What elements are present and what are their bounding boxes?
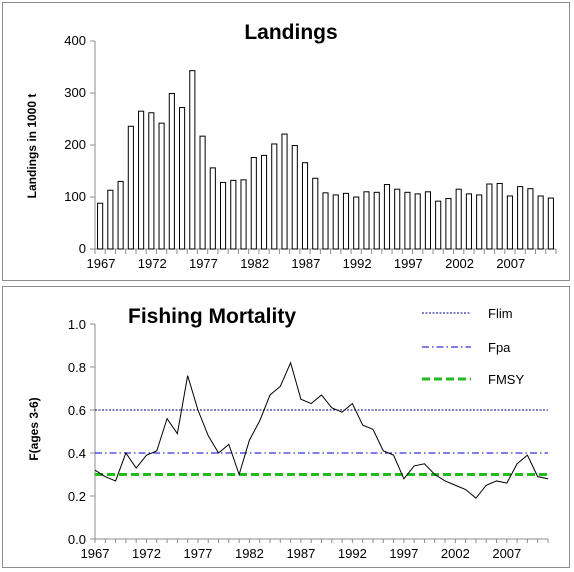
chart-title: Landings <box>244 21 337 44</box>
bar <box>219 181 227 250</box>
bar <box>445 198 452 250</box>
bar <box>394 188 401 250</box>
bar <box>476 194 483 250</box>
bar <box>404 191 411 250</box>
x-tick-label: 2007 <box>492 546 521 561</box>
y-tick-label: 100 <box>64 189 86 204</box>
bar <box>547 197 554 250</box>
y-tick-label: 0.2 <box>68 489 86 504</box>
x-tick-label: 1972 <box>138 256 167 271</box>
bar <box>281 133 288 250</box>
bar <box>189 70 196 250</box>
bar <box>148 112 155 250</box>
bar <box>168 93 175 250</box>
bar <box>199 135 206 250</box>
fishing-mortality-chart: Fishing Mortality F(ages 3-6) 0.0 0.2 0.4 0… <box>27 305 549 561</box>
bar <box>117 180 124 250</box>
y-tick-label: 0 <box>79 241 86 256</box>
bar <box>291 145 298 250</box>
y-tick-label: 0.4 <box>68 446 86 461</box>
x-tick-label: 1982 <box>235 546 264 561</box>
y-tick-label: 0.0 <box>68 532 86 547</box>
bar <box>179 107 186 250</box>
bar <box>240 179 247 250</box>
bar <box>230 179 237 250</box>
bar <box>455 188 462 250</box>
bar <box>301 162 309 250</box>
y-tick-label: 400 <box>64 33 86 48</box>
bar <box>517 186 524 250</box>
bar <box>373 191 380 250</box>
x-tick-label: 2002 <box>441 546 470 561</box>
bar <box>506 195 513 250</box>
y-tick-label: 0.8 <box>68 360 86 375</box>
bar <box>138 110 145 250</box>
x-tick-label: 2002 <box>445 256 474 271</box>
y-tick-label: 1.0 <box>68 317 86 332</box>
bar <box>260 154 268 250</box>
x-tick-label: 1987 <box>286 546 315 561</box>
bar <box>322 192 329 250</box>
x-tick-label: 1992 <box>338 546 367 561</box>
y-axis-label: F(ages 3-6) <box>27 397 41 460</box>
x-tick-label: 1972 <box>132 546 161 561</box>
bar <box>414 193 421 250</box>
bar <box>363 191 370 250</box>
bar <box>486 183 493 250</box>
x-tick-label: 1997 <box>394 256 423 271</box>
y-axis-label: Landings in 1000 t <box>25 94 39 199</box>
x-tick-label: 2007 <box>496 256 525 271</box>
bar <box>537 195 544 250</box>
legend-label: FMSY <box>488 372 524 387</box>
y-tick-label: 200 <box>64 137 86 152</box>
y-tick-label: 0.6 <box>68 403 86 418</box>
chart-title: Fishing Mortality <box>128 305 296 328</box>
bar <box>107 189 114 250</box>
x-tick-label: 1977 <box>189 256 218 271</box>
bar <box>353 196 360 250</box>
bar <box>342 192 350 250</box>
x-tick-label: 1977 <box>183 546 212 561</box>
y-tick-label: 300 <box>64 85 86 100</box>
bar <box>209 167 216 250</box>
bar <box>127 125 134 250</box>
x-tick-label: 1987 <box>291 256 320 271</box>
x-tick-label: 1997 <box>389 546 418 561</box>
bar <box>496 182 503 250</box>
bar <box>435 200 442 250</box>
fishing-mortality-chart-panel: Fishing Mortality F(ages 3-6) 0.0 0.2 0.4 0… <box>2 286 570 568</box>
bar <box>465 193 472 250</box>
landings-chart: Landings Landings in 1000 t 0 100 200 300 40… <box>25 21 557 271</box>
x-tick-label: 1992 <box>343 256 372 271</box>
bar <box>158 122 165 250</box>
bar <box>383 184 391 250</box>
x-tick-label: 1967 <box>81 546 110 561</box>
x-tick-label: 1982 <box>240 256 269 271</box>
bar <box>527 188 534 250</box>
bar <box>332 194 339 250</box>
bar <box>97 202 104 250</box>
bar <box>250 156 257 250</box>
landings-chart-panel: Landings Landings in 1000 t 0 100 200 300 40… <box>2 2 570 281</box>
x-tick-label: 1967 <box>87 256 116 271</box>
legend-label: Flim <box>488 306 513 321</box>
bar <box>271 143 278 250</box>
series-line <box>94 361 549 499</box>
bar <box>424 191 432 250</box>
bar <box>312 177 319 250</box>
legend-label: Fpa <box>488 340 511 355</box>
